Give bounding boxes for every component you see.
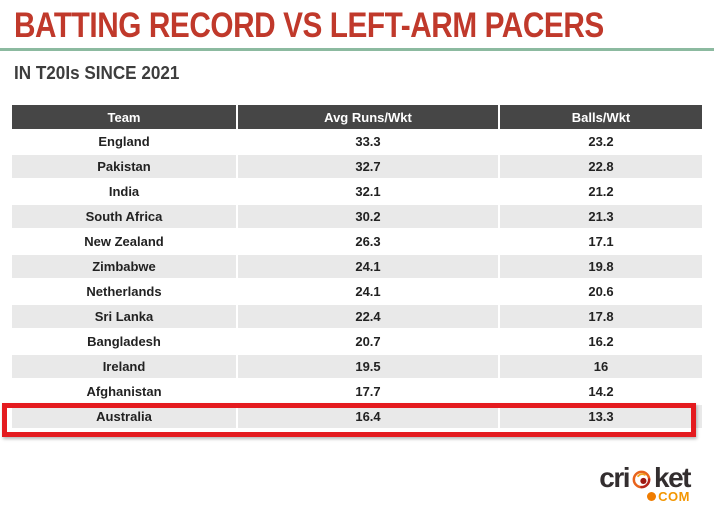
team-cell: New Zealand: [12, 230, 236, 253]
table-row: New Zealand 26.3 17.1: [12, 230, 702, 253]
title-divider: [0, 48, 714, 51]
avg-runs-cell: 24.1: [238, 255, 498, 278]
table-row: Afghanistan 17.7 14.2: [12, 380, 702, 403]
table-row: India 32.1 21.2: [12, 180, 702, 203]
avg-runs-cell: 20.7: [238, 330, 498, 353]
table-header-row: Team Avg Runs/Wkt Balls/Wkt: [12, 105, 702, 129]
balls-cell: 17.8: [500, 305, 702, 328]
balls-cell: 16.2: [500, 330, 702, 353]
page-subtitle: IN T20Is SINCE 2021: [14, 63, 180, 83]
balls-cell: 22.8: [500, 155, 702, 178]
team-cell: Netherlands: [12, 280, 236, 303]
balls-cell: 13.3: [500, 405, 702, 428]
logo-tld: com: [647, 489, 690, 504]
avg-runs-cell: 32.7: [238, 155, 498, 178]
balls-cell: 23.2: [500, 130, 702, 153]
stats-table: Team Avg Runs/Wkt Balls/Wkt England 33.3 2…: [12, 105, 702, 430]
page-title: BATTING RECORD VS LEFT-ARM PACERS: [14, 6, 604, 45]
column-header-balls: Balls/Wkt: [500, 105, 702, 129]
table-row: Ireland 19.5 16: [12, 355, 702, 378]
column-header-avg-runs: Avg Runs/Wkt: [238, 105, 498, 129]
avg-runs-cell: 26.3: [238, 230, 498, 253]
team-cell: Zimbabwe: [12, 255, 236, 278]
avg-runs-cell: 16.4: [238, 405, 498, 428]
balls-cell: 21.3: [500, 205, 702, 228]
avg-runs-cell: 19.5: [238, 355, 498, 378]
balls-cell: 20.6: [500, 280, 702, 303]
team-cell: Ireland: [12, 355, 236, 378]
team-cell: India: [12, 180, 236, 203]
logo-tld-text: com: [658, 489, 690, 504]
avg-runs-cell: 30.2: [238, 205, 498, 228]
table-row: Netherlands 24.1 20.6: [12, 280, 702, 303]
team-cell: England: [12, 130, 236, 153]
table-row: Bangladesh 20.7 16.2: [12, 330, 702, 353]
column-header-team: Team: [12, 105, 236, 129]
team-cell: Sri Lanka: [12, 305, 236, 328]
avg-runs-cell: 22.4: [238, 305, 498, 328]
table-row: Australia 16.4 13.3: [12, 405, 702, 428]
table-row: South Africa 30.2 21.3: [12, 205, 702, 228]
avg-runs-cell: 32.1: [238, 180, 498, 203]
team-cell: Afghanistan: [12, 380, 236, 403]
highlight-box-australia: [2, 403, 696, 437]
table-row: England 33.3 23.2: [12, 130, 702, 153]
avg-runs-cell: 24.1: [238, 280, 498, 303]
balls-cell: 17.1: [500, 230, 702, 253]
avg-runs-cell: 33.3: [238, 130, 498, 153]
logo-text-right: ket: [654, 462, 691, 493]
table-body: England 33.3 23.2 Pakistan 32.7 22.8 India 32.1…: [12, 130, 702, 428]
table-row: Sri Lanka 22.4 17.8: [12, 305, 702, 328]
team-cell: Bangladesh: [12, 330, 236, 353]
balls-cell: 14.2: [500, 380, 702, 403]
logo-text-left: cri: [599, 462, 630, 493]
team-cell: Australia: [12, 405, 236, 428]
avg-runs-cell: 17.7: [238, 380, 498, 403]
table-row: Pakistan 32.7 22.8: [12, 155, 702, 178]
team-cell: Pakistan: [12, 155, 236, 178]
balls-cell: 16: [500, 355, 702, 378]
balls-cell: 19.8: [500, 255, 702, 278]
cricket-ball-icon: [630, 468, 653, 491]
balls-cell: 21.2: [500, 180, 702, 203]
logo-dot-icon: [647, 492, 657, 501]
team-cell: South Africa: [12, 205, 236, 228]
table-row: Zimbabwe 24.1 19.8: [12, 255, 702, 278]
logo-wordmark: cri ket: [599, 462, 691, 493]
cricket-com-logo: cri ket com: [599, 462, 691, 505]
